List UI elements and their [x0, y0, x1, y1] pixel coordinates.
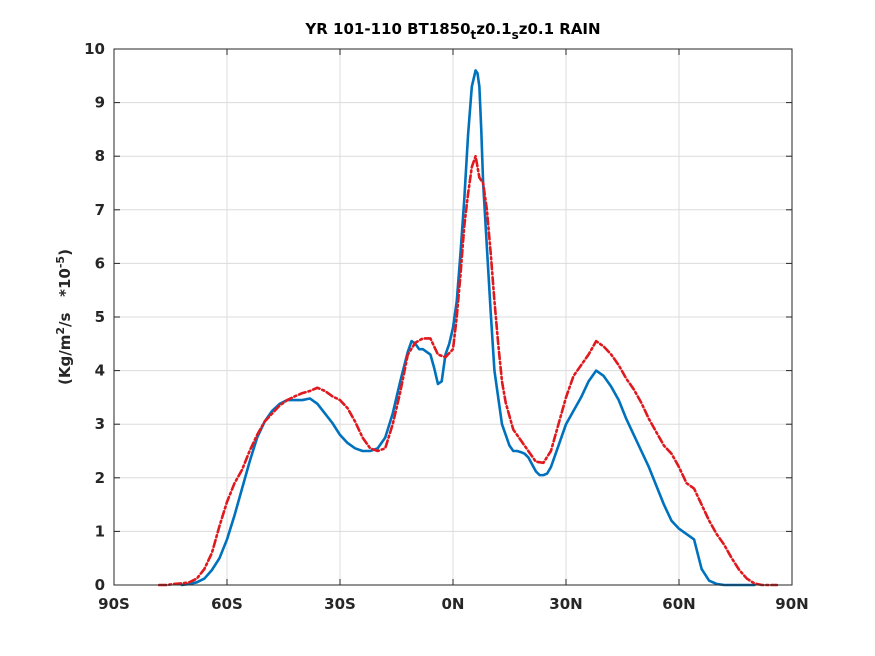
x-tick-label: 30N	[549, 595, 582, 613]
x-tick-label: 90S	[98, 595, 130, 613]
y-tick-label: 9	[95, 94, 105, 112]
series-layer	[157, 69, 779, 587]
y-tick-label: 8	[95, 147, 105, 165]
x-tick-label: 60N	[662, 595, 695, 613]
series-line-1	[180, 69, 756, 587]
x-tick-label: 90N	[775, 595, 808, 613]
y-tick-labels: 0 1 2 3 4 5 6 7 8 9 10	[84, 40, 105, 594]
x-tick-label: 30S	[324, 595, 356, 613]
y-tick-label: 4	[95, 362, 105, 380]
y-axis-label: (Kg/m2/s *10-5)	[54, 249, 74, 385]
y-tick-label: 0	[95, 576, 105, 594]
chart-title: YR 101-110 BT1850tz0.1sz0.1 RAIN	[304, 20, 600, 42]
y-tick-label: 5	[95, 308, 105, 326]
series-line-2	[157, 154, 779, 587]
y-tick-label: 7	[95, 201, 105, 219]
y-tick-label: 2	[95, 469, 105, 487]
x-tick-label: 60S	[211, 595, 243, 613]
y-tick-label: 10	[84, 40, 105, 58]
x-tick-label: 0N	[442, 595, 465, 613]
axis-ticks	[113, 48, 793, 586]
y-tick-label: 3	[95, 415, 105, 433]
y-tick-label: 6	[95, 254, 105, 272]
y-tick-label: 1	[95, 522, 105, 540]
x-tick-labels: 90S 60S 30S 0N 30N 60N 90N	[98, 595, 809, 613]
